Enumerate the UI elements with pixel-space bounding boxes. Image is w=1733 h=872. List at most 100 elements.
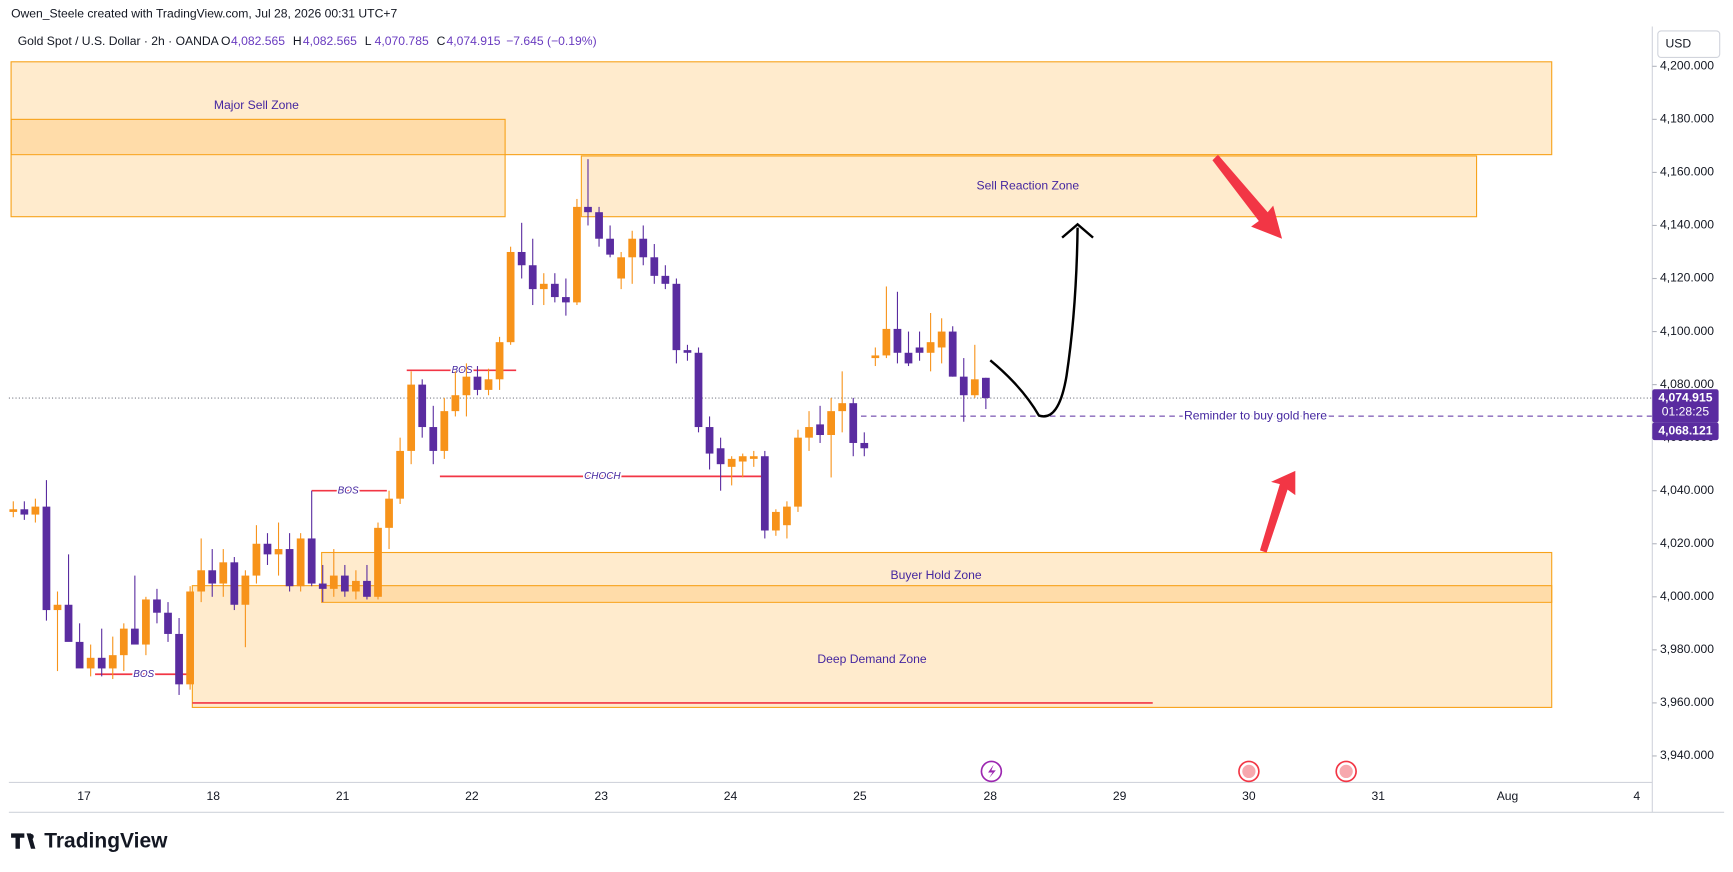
candle-body bbox=[871, 355, 880, 359]
zone-label: Buyer Hold Zone bbox=[891, 568, 982, 582]
candle-body bbox=[606, 238, 614, 255]
candle-body bbox=[760, 456, 769, 531]
zone bbox=[10, 118, 506, 218]
symbol: Gold Spot / U.S. Dollar · 2h · OANDA bbox=[18, 34, 220, 48]
y-tick-label: 4,020.000 bbox=[1660, 536, 1714, 550]
candle-body bbox=[672, 283, 681, 351]
x-tick-label: 4 bbox=[1633, 789, 1640, 803]
candle-body bbox=[31, 506, 40, 515]
ohlc-change: −7.645 (−0.19%) bbox=[506, 34, 596, 48]
candle-body bbox=[816, 424, 824, 436]
y-tick-label: 4,040.000 bbox=[1660, 483, 1714, 497]
x-tick-label: 17 bbox=[77, 789, 91, 803]
candle-body bbox=[970, 379, 979, 396]
currency-box[interactable] bbox=[1657, 30, 1721, 59]
candle-body bbox=[517, 251, 526, 266]
candle-body bbox=[263, 543, 272, 555]
x-tick-label: 28 bbox=[984, 789, 998, 803]
candle-body bbox=[274, 549, 283, 555]
event-flag bbox=[1242, 764, 1256, 779]
candle-body bbox=[462, 376, 471, 396]
candle-body bbox=[948, 331, 957, 377]
candle-body bbox=[805, 427, 813, 438]
last-price-label: 4,074.915 bbox=[1658, 390, 1712, 404]
candle-body bbox=[142, 599, 150, 645]
candle-body bbox=[506, 251, 515, 343]
reminder-label: Reminder to buy gold here bbox=[1184, 408, 1327, 422]
ohlc-key: C bbox=[437, 34, 446, 48]
candle-body bbox=[285, 549, 294, 587]
candle-body bbox=[783, 506, 791, 526]
projection-arrowhead bbox=[1061, 222, 1094, 239]
candle-body bbox=[75, 641, 84, 669]
y-tick-label: 3,940.000 bbox=[1660, 748, 1714, 762]
candle-body bbox=[197, 570, 206, 592]
candle-body bbox=[318, 583, 327, 589]
candle-body bbox=[42, 506, 51, 611]
x-tick-label: 18 bbox=[207, 789, 221, 803]
candle-body bbox=[595, 212, 603, 239]
candle-body bbox=[440, 411, 449, 451]
candle-body bbox=[20, 509, 29, 515]
candle-body bbox=[628, 238, 637, 258]
zone bbox=[321, 551, 1553, 603]
candle-body bbox=[219, 562, 228, 584]
candle-body bbox=[252, 543, 261, 576]
candle-body bbox=[451, 395, 460, 412]
candle-body bbox=[186, 591, 194, 685]
zone-label: Major Sell Zone bbox=[214, 98, 299, 112]
y-tick-label: 4,080.000 bbox=[1660, 377, 1714, 391]
structure-label: CHOCH bbox=[584, 471, 621, 482]
candle-body bbox=[617, 257, 626, 279]
ohlc-key: O bbox=[221, 34, 230, 48]
y-tick-label: 4,120.000 bbox=[1660, 271, 1714, 285]
up-arrow bbox=[1259, 470, 1296, 553]
candle-body bbox=[683, 350, 692, 353]
candle-body bbox=[64, 604, 73, 642]
ohlc-key: H bbox=[293, 34, 302, 48]
plot-area: Major Sell Zone Sell Reaction Zone Buyer H… bbox=[8, 61, 1653, 708]
x-tick-label: 22 bbox=[465, 789, 479, 803]
structure-label: BOS bbox=[451, 365, 472, 376]
candle-body bbox=[374, 527, 382, 597]
y-tick-label: 4,200.000 bbox=[1660, 59, 1714, 73]
candle-body bbox=[119, 628, 128, 656]
y-tick-label: 4,100.000 bbox=[1660, 324, 1714, 338]
candle-body bbox=[904, 352, 913, 364]
currency: USD bbox=[1666, 36, 1692, 50]
candle-body bbox=[352, 580, 360, 592]
y-tick-label: 3,980.000 bbox=[1660, 642, 1714, 656]
candle-body bbox=[153, 599, 161, 613]
candle-body bbox=[340, 575, 349, 592]
candle-body bbox=[838, 403, 847, 412]
zone-label: Sell Reaction Zone bbox=[977, 179, 1080, 193]
candle-body bbox=[584, 206, 592, 213]
x-tick-label: Aug bbox=[1497, 789, 1519, 803]
candle-body bbox=[981, 377, 990, 399]
event-icons bbox=[980, 760, 1357, 783]
candle-body bbox=[307, 538, 316, 584]
candle-body bbox=[827, 411, 836, 436]
candle-body bbox=[749, 456, 758, 459]
reminder-tag bbox=[1652, 422, 1719, 441]
candle-body bbox=[484, 379, 493, 390]
candle-body bbox=[959, 376, 968, 396]
x-tick-label: 21 bbox=[336, 789, 350, 803]
candle-body bbox=[716, 448, 725, 465]
x-tick-label: 29 bbox=[1113, 789, 1127, 803]
candle-body bbox=[329, 575, 338, 589]
candle-body bbox=[539, 283, 548, 290]
x-tick-label: 30 bbox=[1242, 789, 1256, 803]
candle-body bbox=[926, 342, 935, 353]
candle-body bbox=[363, 580, 371, 597]
ohlc-legend: O 4,082.565 H 4,082.565 L 4,070.785 C 4,074.915… bbox=[221, 34, 597, 48]
x-tick-label: 24 bbox=[724, 789, 738, 803]
candle-body bbox=[53, 604, 62, 611]
structure-label: BOS bbox=[338, 485, 359, 496]
logo bbox=[11, 833, 36, 849]
candle-body bbox=[9, 509, 18, 512]
down-arrow bbox=[1212, 154, 1283, 239]
candle-body bbox=[108, 655, 117, 669]
